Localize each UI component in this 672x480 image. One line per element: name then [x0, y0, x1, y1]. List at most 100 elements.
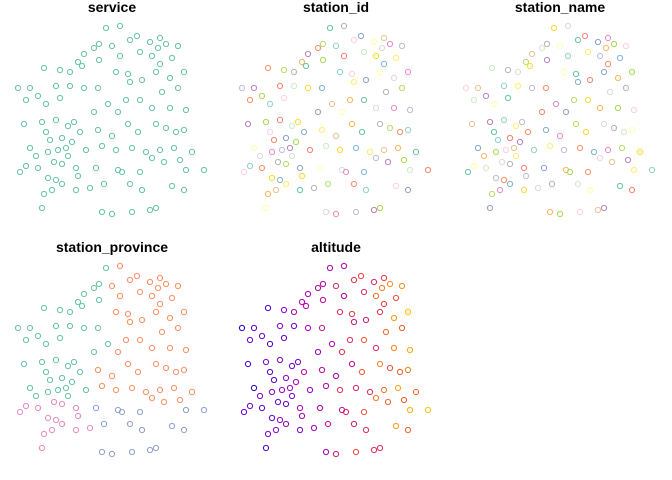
station-point	[474, 84, 482, 92]
station-point	[162, 124, 170, 132]
station-point	[540, 164, 548, 172]
station-point	[92, 404, 100, 412]
station-point	[322, 142, 330, 150]
station-point	[64, 122, 72, 130]
station-point	[322, 382, 330, 390]
station-point	[246, 96, 254, 104]
station-point	[148, 104, 156, 112]
station-point	[304, 50, 312, 58]
station-point	[636, 148, 644, 156]
station-point	[180, 186, 188, 194]
points-group	[14, 262, 208, 458]
station-point	[492, 174, 500, 182]
station-point	[272, 426, 280, 434]
station-point	[72, 164, 80, 172]
station-point	[462, 84, 470, 92]
station-point	[342, 408, 350, 416]
station-point	[122, 336, 130, 344]
station-point	[376, 68, 384, 76]
station-point	[362, 186, 370, 194]
station-point	[332, 132, 340, 140]
station-point	[590, 148, 598, 156]
station-point	[614, 104, 622, 112]
station-point	[112, 308, 120, 316]
station-point	[98, 208, 106, 216]
station-point	[264, 430, 272, 438]
station-point	[238, 324, 246, 332]
station-point	[340, 262, 348, 270]
station-point	[350, 276, 358, 284]
station-point	[534, 184, 542, 192]
station-point	[58, 160, 66, 168]
station-point	[492, 148, 500, 156]
station-point	[357, 272, 365, 280]
station-point	[42, 368, 50, 376]
station-point	[318, 126, 326, 134]
station-point	[200, 406, 208, 414]
station-point	[386, 124, 394, 132]
station-point	[168, 182, 176, 190]
station-point	[50, 398, 58, 406]
station-point	[162, 40, 170, 48]
station-point	[376, 204, 384, 212]
station-point	[319, 280, 327, 288]
station-point	[156, 60, 164, 68]
station-point	[160, 158, 168, 166]
station-point	[298, 412, 306, 420]
station-point	[628, 126, 636, 134]
station-point	[136, 336, 144, 344]
station-point	[278, 146, 286, 154]
station-point	[328, 100, 336, 108]
station-point	[392, 422, 400, 430]
station-point	[46, 136, 54, 144]
station-point	[396, 368, 404, 376]
station-point	[182, 406, 190, 414]
station-point	[564, 52, 572, 60]
station-point	[360, 168, 368, 176]
station-point	[162, 364, 170, 372]
station-point	[366, 388, 374, 396]
station-point	[276, 176, 284, 184]
station-point	[280, 306, 288, 314]
station-point	[412, 388, 420, 396]
station-point	[98, 142, 106, 150]
station-point	[280, 94, 288, 102]
station-point	[552, 100, 560, 108]
station-point	[288, 392, 296, 400]
station-point	[358, 368, 366, 376]
station-point	[158, 88, 166, 96]
station-point	[386, 364, 394, 372]
station-point	[282, 400, 290, 408]
station-point	[576, 208, 584, 216]
station-point	[74, 58, 82, 66]
station-point	[40, 190, 48, 198]
station-point	[42, 340, 50, 348]
station-point	[134, 128, 142, 136]
station-point	[38, 444, 46, 452]
station-point	[319, 40, 327, 48]
station-point	[350, 36, 358, 44]
station-point	[304, 324, 312, 332]
station-point	[160, 398, 168, 406]
station-point	[300, 368, 308, 376]
station-point	[490, 128, 498, 136]
station-point	[58, 180, 66, 188]
station-point	[304, 84, 312, 92]
station-point	[556, 132, 564, 140]
station-point	[298, 298, 306, 306]
station-point	[602, 44, 610, 52]
station-point	[72, 404, 80, 412]
station-point	[262, 358, 270, 366]
station-point	[124, 120, 132, 128]
station-point	[95, 280, 103, 288]
station-point	[138, 186, 146, 194]
station-point	[562, 108, 570, 116]
station-point	[94, 366, 102, 374]
station-point	[48, 426, 56, 434]
station-point	[290, 308, 298, 316]
station-point	[314, 348, 322, 356]
station-point	[319, 56, 327, 64]
station-point	[394, 144, 402, 152]
station-point	[510, 144, 518, 152]
station-point	[520, 186, 528, 194]
